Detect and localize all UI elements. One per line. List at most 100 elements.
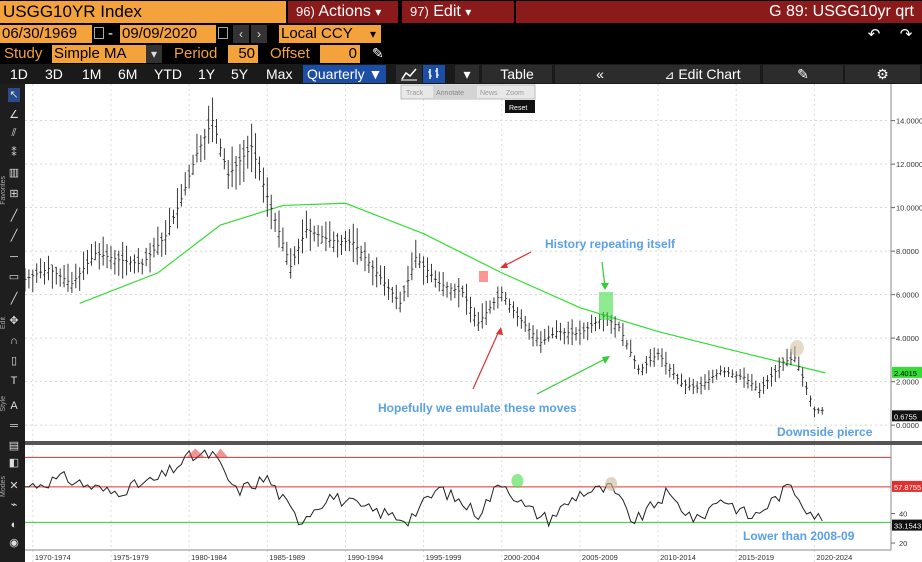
currency-dropdown-icon[interactable]: ▾ [365,25,381,43]
annotation-emulate: Hopefully we emulate these moves [378,401,577,415]
tf-5y[interactable]: 5Y [231,66,249,82]
tf-1m[interactable]: 1M [82,66,102,82]
hline-icon[interactable]: ─ [10,251,18,263]
bw-icon[interactable]: ◐ [10,519,18,531]
timeframe-toolbar: 1D 3D 1M 6M YTD 1Y 5Y Max Quarterly ▼ ▾ … [0,64,922,84]
rsi-tick-label: 20 [899,539,907,548]
annotate-pen-icon[interactable]: ✎ [763,65,843,83]
pen-icon[interactable]: ╱ [10,293,18,305]
chart-area[interactable]: Track Annotate News Zoom Reset 14.0000 12… [23,84,922,562]
settings-gear-icon[interactable]: ⚙ [845,65,920,83]
annotation-lower-than: Lower than 2008-09 [743,529,855,543]
edit-chart-button[interactable]: ⊿ Edit Chart [645,65,760,83]
pencil-icon[interactable]: ✎ [372,45,384,61]
arrow-green-top [601,261,606,288]
tf-max[interactable]: Max [266,66,293,82]
tf-1y[interactable]: 1Y [198,66,216,82]
reset-button[interactable]: Reset [509,105,527,112]
rsi-layer [24,448,823,528]
news-tool[interactable]: News [480,90,498,97]
rsi-y-axis: 40 20 57.8755 33.1543 [890,445,922,550]
prev-arrow-icon[interactable]: ‹ [233,25,249,43]
trash-icon[interactable]: ▯ [10,355,18,367]
annotations: History repeating itself Hopefully we em… [378,237,873,543]
tf-1d[interactable]: 1D [10,66,28,82]
title-bar: USGG10YR Index 96) Actions ▾ 97) Edit ▾ … [0,0,922,24]
rsi-overbought-fill [214,448,229,458]
ticker-field[interactable]: USGG10YR Index [0,1,286,23]
x-tick-label: 1980-1984 [191,553,227,562]
chart-tool-strip: Track Annotate News Zoom Reset [400,84,536,113]
study-dropdown-icon[interactable]: ▾ [146,45,162,63]
crosshair-icon[interactable]: ✕ [9,480,19,492]
edit-label: Edit [433,3,461,20]
collapse-icon[interactable]: « [555,65,645,83]
arrowhead-red-top [500,262,508,268]
end-calendar-icon[interactable] [218,27,228,39]
actions-caret-icon: ▾ [375,5,382,19]
grid-tool-icon[interactable]: ▥ [8,167,20,179]
rsi-line [24,449,823,528]
price-grid [25,84,891,562]
edit-menu[interactable]: 97) Edit ▾ [402,1,514,23]
color-icon[interactable]: ◧ [8,457,20,469]
start-date-field[interactable]: 06/30/1969 [0,25,92,43]
arrowhead-green-top [601,283,609,290]
tf-ytd[interactable]: YTD [154,66,182,82]
font-icon[interactable]: A [10,400,18,412]
text-tool-icon[interactable]: T [10,375,18,387]
channel-icon[interactable]: ⫽ [11,127,17,139]
x-tick-label: 1990-1994 [347,553,383,562]
style-label: Style [0,396,7,412]
x-axis: 1970-1974 1975-1979 1980-1984 1985-1989 1990… [25,549,891,562]
rsi-grid [25,456,891,523]
line-chart-icon[interactable] [396,65,422,83]
actions-label: Actions [318,3,371,20]
chart-type-dropdown-icon[interactable]: ▾ [455,65,479,83]
camera-icon[interactable]: ◉ [9,537,19,549]
fill-icon[interactable]: ▤ [8,440,20,452]
line-style-icon[interactable]: ═ [10,420,18,432]
start-calendar-icon[interactable] [94,27,104,39]
ma-line [79,202,826,374]
next-arrow-icon[interactable]: › [251,25,267,43]
chart-svg[interactable]: Track Annotate News Zoom Reset 14.0000 12… [23,84,922,562]
tf-6m[interactable]: 6M [118,66,138,82]
rsi-highlight-tan [605,476,618,491]
currency-field[interactable]: Local CCY [279,25,365,43]
actions-menu[interactable]: 96) Actions ▾ [288,1,398,23]
tf-3d[interactable]: 3D [45,66,63,82]
end-date-field[interactable]: 09/09/2020 [120,25,216,43]
x-tick-label: 1970-1974 [35,553,71,562]
track-tool[interactable]: Track [406,90,424,97]
trendline-icon[interactable]: ∠ [9,109,19,121]
price-tick-label: 14.0000 [896,117,922,126]
measure-icon[interactable]: ⊞ [9,188,19,200]
fib-icon[interactable]: ⁑ [11,147,17,159]
highlight-2000-box [479,271,488,282]
pencil-tool-icon[interactable]: ╱ [10,210,18,222]
period-field[interactable]: 50 [228,45,258,63]
study-field[interactable]: Simple MA [52,45,146,63]
undo-icon[interactable]: ↶ [867,26,881,43]
rsi-overbought-fill [186,448,205,458]
x-tick-label: 2010-2014 [660,553,696,562]
price-tick-label: 0.0000 [896,421,919,430]
move-icon[interactable]: ✥ [9,315,19,327]
snap-icon[interactable]: ⌁ [10,499,18,511]
brush-icon[interactable]: ╱ [10,230,18,242]
frequency-select[interactable]: Quarterly ▼ [303,65,387,83]
zoom-tool[interactable]: Zoom [506,90,524,97]
magnet-icon[interactable]: ∩ [10,335,18,347]
offset-field[interactable]: 0 [320,45,360,63]
x-tick-label: 2000-2004 [504,553,540,562]
bar-chart-icon[interactable] [423,65,445,83]
period-label: Period [174,45,218,62]
cursor-icon[interactable]: ↖ [8,88,20,102]
redo-icon[interactable]: ↷ [899,26,913,43]
table-button[interactable]: Table [482,65,552,83]
arrowhead-red-bottom [496,327,503,335]
actions-num: 96) [296,4,315,19]
rect-tool-icon[interactable]: ▭ [8,271,20,283]
annotate-tool[interactable]: Annotate [436,90,464,97]
